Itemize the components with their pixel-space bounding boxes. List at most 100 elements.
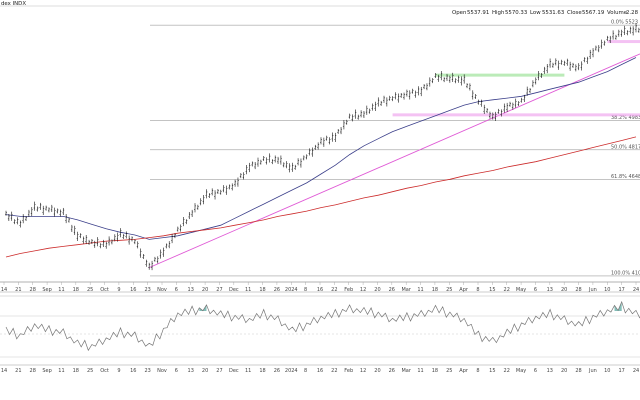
tick-label-lower: 25 — [87, 368, 93, 374]
tick-label-lower: 25 — [446, 368, 452, 374]
tick-label: 20 — [561, 287, 567, 293]
tick-label: 17 — [618, 287, 624, 293]
tick-label-lower: 14 — [1, 368, 7, 374]
tick-label: 8 — [304, 287, 307, 293]
tick-label: 18 — [259, 287, 265, 293]
price-bars — [5, 23, 640, 271]
tick-label-lower: 11 — [417, 368, 423, 374]
tick-label-lower: Sep — [42, 368, 51, 374]
tick-label-lower: 6 — [534, 368, 537, 374]
header: dex INDX Open 5537.91 High 5570.33 Low 5… — [1, 1, 639, 16]
tick-label-lower: 28 — [30, 368, 36, 374]
tick-label: 16 — [317, 287, 323, 293]
tick-label: 9 — [117, 287, 120, 293]
tick-label: 25 — [87, 287, 93, 293]
tick-label: 23 — [144, 287, 150, 293]
fib-label: 100.0% 4103 — [611, 270, 640, 276]
low-value: 5531.63 — [542, 10, 564, 16]
tick-label-lower: 16 — [130, 368, 136, 374]
high-value: 5570.33 — [505, 10, 527, 16]
tick-label: Dec — [229, 287, 239, 293]
tick-label-lower: 20 — [561, 368, 567, 374]
tick-label: Oct — [100, 287, 109, 293]
tick-label: 26 — [389, 287, 395, 293]
support-zone — [392, 113, 640, 117]
time-axis-labels: 14 21 28 Sep 11 18 25 Oct 9 16 23 Nov 6 13 20 27 Dec 11 18… — [1, 282, 639, 293]
tick-label: 15 — [489, 287, 495, 293]
tick-label: Apr — [459, 287, 469, 293]
fib-label: 0.0% 5523 — [611, 20, 638, 26]
series-line — [5, 136, 637, 258]
high-label: High — [492, 10, 504, 16]
tick-label-lower: 6 — [175, 368, 178, 374]
tick-label-lower: 8 — [304, 368, 307, 374]
tick-label: 21 — [15, 287, 21, 293]
tick-label: 24 — [633, 287, 639, 293]
time-axis: 14 21 28 Sep 11 18 25 Oct 9 16 23 Nov 6 13 20 27 Dec 11 18… — [0, 282, 640, 293]
tick-label: 18 — [432, 287, 438, 293]
tick-label-lower: 20 — [374, 368, 380, 374]
tick-label-lower: 2024 — [285, 368, 298, 374]
resistance-zone — [435, 73, 565, 77]
tick-label: Sep — [42, 287, 51, 293]
rsi-line — [5, 300, 640, 352]
tick-label-lower: 17 — [618, 368, 624, 374]
tick-label-lower: 13 — [188, 368, 194, 374]
tick-label: 11 — [417, 287, 423, 293]
price-panel: 0.0% 5523 38.2% 4983 50.0% 4817 61.8% 4648 1… — [0, 5, 640, 283]
low-label: Low — [530, 10, 541, 16]
tick-label: Nov — [157, 287, 167, 293]
tick-label-lower: 22 — [504, 368, 510, 374]
tick-label-lower: 23 — [144, 368, 150, 374]
tick-label: 2024 — [285, 287, 298, 293]
tick-label-lower: Oct — [100, 368, 109, 374]
tick-label-lower: 11 — [245, 368, 251, 374]
fib-label: 38.2% 4983 — [611, 115, 640, 121]
tick-label-lower: Apr — [459, 368, 469, 374]
open-label: Open — [452, 10, 466, 16]
tick-label-lower: May — [516, 368, 526, 374]
close-value: 5567.19 — [582, 10, 605, 16]
tick-label: May — [516, 287, 526, 293]
tick-label-lower: 8 — [476, 368, 479, 374]
ohlc-readout: Open 5537.91 High 5570.33 Low 5531.63 Cl… — [452, 10, 639, 16]
tick-label-lower: 11 — [58, 368, 64, 374]
tick-label-lower: 26 — [389, 368, 395, 374]
tick-label-lower: Feb — [344, 368, 353, 374]
tick-label-lower: Nov — [157, 368, 167, 374]
tick-label: 27 — [216, 287, 222, 293]
fibonacci-levels: 0.0% 5523 38.2% 4983 50.0% 4817 61.8% 4648 1… — [150, 20, 640, 276]
moving-averages — [5, 57, 637, 258]
tick-label-lower: Mar — [401, 368, 411, 374]
time-axis-labels-lower: 14 21 28 Sep 11 18 25 Oct 9 16 23 Nov 6 13 20 27 Dec 11 18… — [1, 368, 639, 374]
tick-label: 20 — [374, 287, 380, 293]
tick-label: Jun — [588, 287, 597, 293]
tick-label: 22 — [504, 287, 510, 293]
tick-label-lower: 9 — [117, 368, 120, 374]
tick-label: 26 — [274, 287, 280, 293]
close-label: Close — [567, 10, 582, 16]
tick-label-lower: 28 — [575, 368, 581, 374]
tick-label: 20 — [202, 287, 208, 293]
tick-label-lower: 12 — [360, 368, 366, 374]
symbol-label: dex INDX — [1, 1, 26, 7]
rsi-overbought-area — [614, 301, 622, 311]
volume-value: 2.28 — [626, 10, 639, 16]
tick-label: 10 — [604, 287, 610, 293]
tick-label-lower: 13 — [547, 368, 553, 374]
fib-label: 50.0% 4817 — [611, 144, 640, 150]
tick-label: 28 — [575, 287, 581, 293]
tick-label: 13 — [188, 287, 194, 293]
tick-label: 18 — [73, 287, 79, 293]
rsi-panel: 14 21 28 Sep 11 18 25 Oct 9 16 23 Nov 6 13 20 27 Dec 11 18… — [0, 295, 640, 374]
tick-label-lower: 27 — [216, 368, 222, 374]
tick-label: 8 — [476, 287, 479, 293]
tick-label-lower: 22 — [331, 368, 337, 374]
tick-label: 28 — [30, 287, 36, 293]
tick-label-lower: 18 — [259, 368, 265, 374]
tick-label: 12 — [360, 287, 366, 293]
tick-label-lower: 10 — [604, 368, 610, 374]
series-line — [5, 57, 637, 240]
tick-label-lower: 21 — [15, 368, 21, 374]
